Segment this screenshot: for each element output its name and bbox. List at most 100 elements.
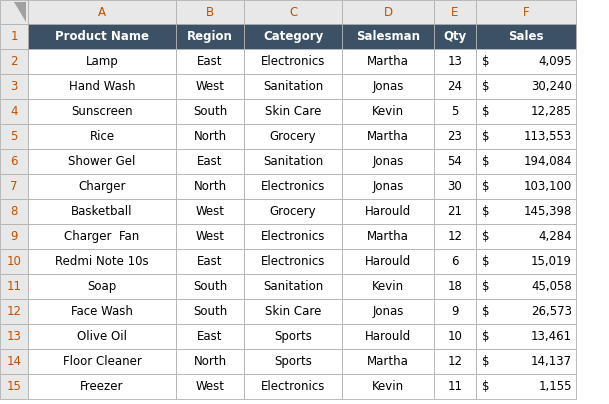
Bar	[28, 0, 176, 24]
Bar	[244, 24, 342, 49]
Bar	[244, 74, 342, 99]
Text: C: C	[289, 6, 297, 19]
Text: Sales: Sales	[509, 30, 544, 43]
Bar	[476, 324, 576, 349]
Bar	[476, 24, 576, 49]
Bar	[476, 149, 576, 174]
Text: $: $	[482, 305, 490, 318]
Text: 15,019: 15,019	[531, 255, 572, 268]
Bar	[244, 274, 342, 299]
Text: Martha: Martha	[367, 355, 409, 368]
Text: Skin Care: Skin Care	[265, 305, 321, 318]
Text: Grocery: Grocery	[270, 205, 316, 218]
Text: B: B	[206, 6, 214, 19]
Bar	[176, 199, 244, 224]
Bar	[342, 274, 434, 299]
Bar	[0, 174, 28, 199]
Text: South: South	[193, 280, 227, 293]
Text: Sanitation: Sanitation	[263, 280, 323, 293]
Bar	[342, 49, 434, 74]
Text: 194,084: 194,084	[524, 155, 572, 168]
Text: 13: 13	[7, 330, 21, 343]
Bar	[244, 349, 342, 374]
Text: $: $	[482, 130, 490, 143]
Text: Grocery: Grocery	[270, 130, 316, 143]
Bar	[176, 0, 244, 24]
Bar	[0, 24, 28, 49]
Text: 45,058: 45,058	[531, 280, 572, 293]
Text: Sanitation: Sanitation	[263, 155, 323, 168]
Text: Product Name: Product Name	[55, 30, 149, 43]
Bar	[476, 174, 576, 199]
Text: $: $	[482, 280, 490, 293]
Bar	[176, 174, 244, 199]
Bar	[176, 49, 244, 74]
Bar	[434, 149, 476, 174]
Text: 2: 2	[10, 55, 18, 68]
Bar	[342, 224, 434, 249]
Bar	[0, 0, 28, 24]
Bar	[0, 49, 28, 74]
Text: 14: 14	[7, 355, 21, 368]
Bar	[342, 149, 434, 174]
Text: Sanitation: Sanitation	[263, 80, 323, 93]
Bar	[476, 124, 576, 149]
Text: Jonas: Jonas	[372, 305, 404, 318]
Bar	[434, 174, 476, 199]
Bar	[0, 224, 28, 249]
Text: 18: 18	[448, 280, 462, 293]
Text: South: South	[193, 105, 227, 118]
Text: $: $	[482, 105, 490, 118]
Bar	[342, 24, 434, 49]
Text: 23: 23	[448, 130, 462, 143]
Text: Region: Region	[187, 30, 233, 43]
Text: East: East	[197, 155, 223, 168]
Bar	[28, 174, 176, 199]
Bar	[176, 24, 244, 49]
Bar	[476, 249, 576, 274]
Bar	[244, 99, 342, 124]
Bar	[0, 349, 28, 374]
Bar	[434, 0, 476, 24]
Text: North: North	[194, 130, 227, 143]
Text: East: East	[197, 255, 223, 268]
Bar	[244, 49, 342, 74]
Text: $: $	[482, 230, 490, 243]
Bar	[434, 199, 476, 224]
Bar	[176, 324, 244, 349]
Text: Harould: Harould	[365, 205, 411, 218]
Bar	[28, 124, 176, 149]
Bar	[28, 24, 176, 49]
Text: E: E	[451, 6, 459, 19]
Bar	[434, 374, 476, 399]
Text: Charger  Fan: Charger Fan	[65, 230, 139, 243]
Bar	[342, 74, 434, 99]
Text: West: West	[195, 205, 225, 218]
Text: 11: 11	[7, 280, 21, 293]
Bar	[28, 199, 176, 224]
Text: 4: 4	[10, 105, 18, 118]
Text: West: West	[195, 230, 225, 243]
Text: West: West	[195, 380, 225, 393]
Bar	[244, 299, 342, 324]
Bar	[342, 174, 434, 199]
Bar	[176, 99, 244, 124]
Text: 12: 12	[448, 230, 462, 243]
Text: East: East	[197, 330, 223, 343]
Text: Hand Wash: Hand Wash	[69, 80, 135, 93]
Text: West: West	[195, 80, 225, 93]
Text: $: $	[482, 155, 490, 168]
Bar	[476, 274, 576, 299]
Bar	[28, 349, 176, 374]
Text: Electronics: Electronics	[261, 230, 325, 243]
Text: Freezer: Freezer	[80, 380, 124, 393]
Bar	[28, 299, 176, 324]
Text: Olive Oil: Olive Oil	[77, 330, 127, 343]
Bar	[434, 299, 476, 324]
Bar	[176, 224, 244, 249]
Bar	[342, 324, 434, 349]
Text: Jonas: Jonas	[372, 155, 404, 168]
Text: Electronics: Electronics	[261, 380, 325, 393]
Bar	[0, 274, 28, 299]
Bar	[176, 124, 244, 149]
